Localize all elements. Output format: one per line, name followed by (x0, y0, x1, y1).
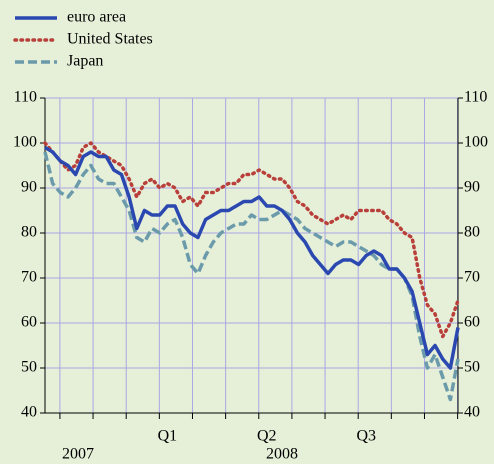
x-tick-label: Q1 (158, 428, 178, 445)
y-tick-label: 100 (13, 134, 37, 151)
y2-tick-label: 50 (464, 359, 480, 376)
y2-tick-label: 90 (464, 179, 480, 196)
x-tick-label: Q2 (257, 428, 277, 445)
series-line (43, 141, 460, 339)
y-tick-label: 90 (21, 179, 37, 196)
y-tick-label: 40 (21, 404, 37, 421)
y-tick-label: 110 (14, 89, 37, 106)
x-tick-label: Q3 (356, 428, 376, 445)
year-label: 2008 (266, 446, 298, 463)
y-tick-label: 50 (21, 359, 37, 376)
y2-tick-label: 70 (464, 269, 480, 286)
y2-tick-label: 110 (464, 89, 487, 106)
y2-tick-label: 80 (464, 224, 480, 241)
legend-label: United States (67, 31, 153, 48)
y2-tick-label: 100 (464, 134, 488, 151)
y-tick-label: 70 (21, 269, 37, 286)
legend-label: Japan (67, 53, 103, 70)
legend-label: euro area (67, 9, 126, 26)
year-label: 2007 (62, 446, 94, 463)
y-tick-label: 60 (21, 314, 37, 331)
y-tick-label: 80 (21, 224, 37, 241)
series-line (43, 151, 460, 402)
series-line (44, 145, 460, 370)
y2-tick-label: 40 (464, 404, 480, 421)
y2-tick-label: 60 (464, 314, 480, 331)
